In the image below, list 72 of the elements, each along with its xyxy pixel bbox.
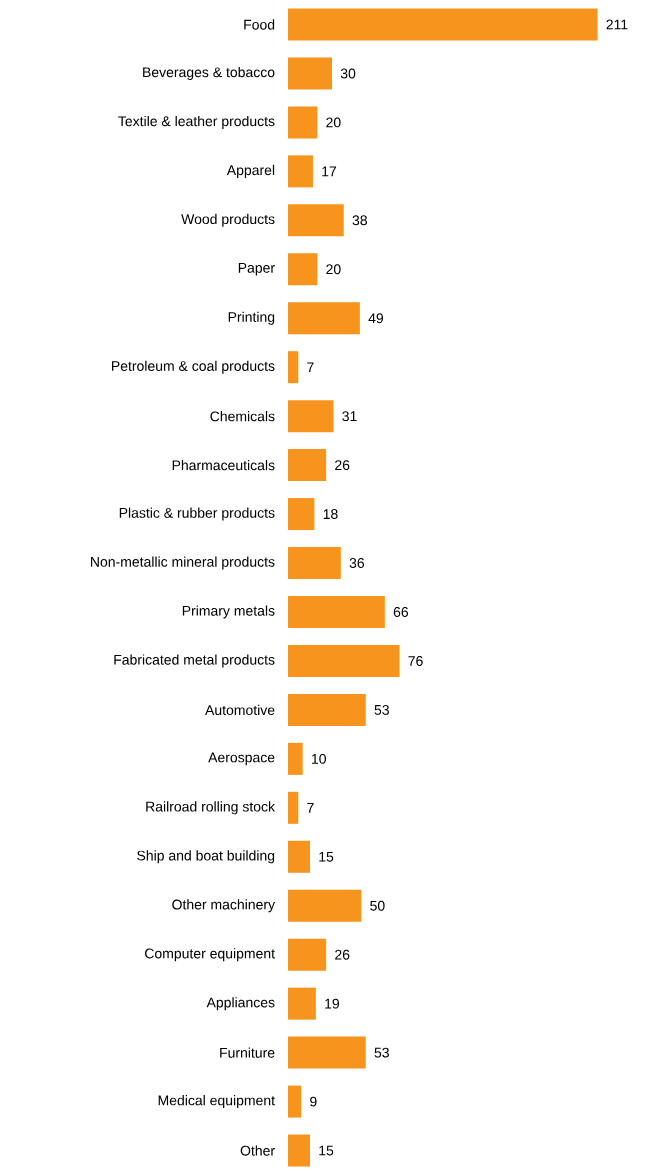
bar: [288, 400, 334, 433]
data-label: 31: [342, 411, 357, 422]
y-tick-label: Petroleum & coal products: [112, 360, 275, 374]
data-label: 211: [606, 19, 628, 30]
bar: [288, 57, 333, 90]
y-tick-label: Medical equipment: [158, 1095, 275, 1109]
bar: [288, 498, 315, 531]
bar: [288, 351, 299, 384]
data-label: 53: [374, 1047, 389, 1058]
y-tick-label: Furniture: [220, 1047, 275, 1058]
bar: [288, 791, 299, 824]
y-tick-label: Computer equipment: [145, 948, 275, 962]
bar: [288, 693, 366, 726]
bar: [288, 449, 327, 482]
bar: [288, 302, 360, 335]
bar: [288, 840, 311, 873]
data-label: 50: [370, 900, 385, 911]
data-label: 10: [312, 753, 326, 764]
data-label: 76: [408, 656, 423, 666]
y-tick-label: Chemicals: [210, 411, 275, 422]
data-label: 49: [368, 313, 384, 324]
bar: [288, 938, 327, 971]
bar: [288, 644, 400, 677]
y-tick-label: Apparel: [226, 164, 275, 178]
data-label: 7: [307, 803, 314, 813]
data-label: 66: [393, 607, 409, 617]
bar: [288, 987, 316, 1020]
data-label: 15: [319, 1145, 334, 1156]
data-label: 20: [326, 117, 341, 128]
bar: [288, 1134, 311, 1167]
y-tick-label: Automotive: [205, 704, 275, 716]
y-tick-label: Textile & leather products: [118, 115, 275, 129]
data-label: 15: [319, 851, 334, 862]
y-tick-label: Other: [240, 1145, 275, 1156]
bar: [288, 547, 341, 580]
y-tick-label: Wood products: [181, 213, 275, 227]
y-tick-label: Appliances: [206, 997, 275, 1011]
bar: [288, 106, 318, 139]
y-tick-label: Beverages & tobacco: [143, 66, 275, 80]
y-tick-label: Ship and boat building: [137, 850, 275, 864]
y-tick-label: Fabricated metal products: [114, 654, 275, 668]
y-tick-label: Aerospace: [208, 752, 275, 766]
bar: [288, 742, 303, 775]
y-tick-label: Paper: [238, 263, 275, 276]
data-label: 7: [307, 362, 314, 373]
y-tick-label: Primary metals: [182, 605, 275, 619]
bar: [288, 155, 313, 188]
y-tick-label: Pharmaceuticals: [172, 459, 275, 471]
bar: [288, 8, 598, 41]
y-tick-label: Plastic & rubber products: [119, 507, 275, 521]
data-label: 20: [326, 264, 341, 275]
data-label: 30: [340, 68, 356, 79]
bar: [288, 595, 385, 628]
data-label: 9: [310, 1096, 317, 1107]
y-tick-label: Non-metallic mineral products: [91, 556, 275, 570]
data-label: 38: [352, 215, 367, 226]
y-tick-label: Other machinery: [172, 899, 276, 913]
bar: [288, 253, 318, 286]
y-tick-label: Food: [244, 19, 275, 30]
bar: [288, 204, 344, 237]
data-label: 17: [322, 166, 337, 177]
data-label: 19: [325, 998, 340, 1009]
y-tick-label: Printing: [228, 311, 275, 325]
data-label: 53: [374, 704, 389, 715]
data-label: 26: [335, 460, 350, 471]
bar: [288, 1036, 366, 1069]
bar: [288, 1085, 302, 1118]
y-tick-label: Railroad rolling stock: [146, 801, 276, 815]
bar: [288, 889, 362, 922]
data-label: 18: [323, 509, 338, 520]
data-label: 26: [335, 949, 350, 960]
data-label: 36: [349, 558, 365, 568]
